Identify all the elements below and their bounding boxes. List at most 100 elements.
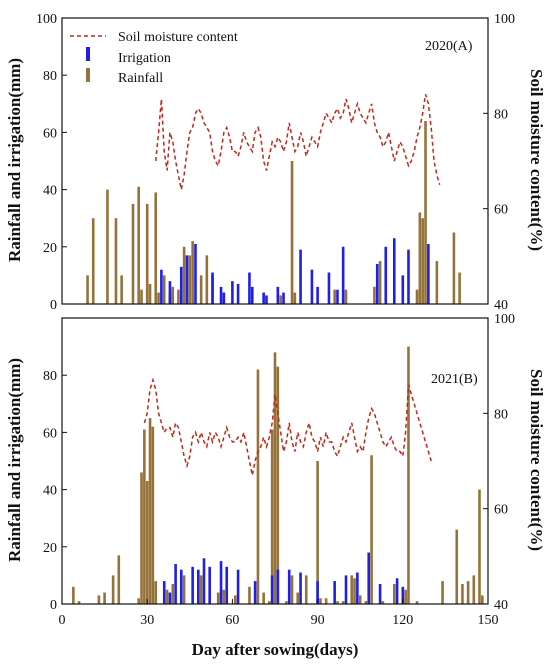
rainfall-bar-2021	[466, 581, 470, 604]
right-tick-label-2021: 80	[494, 407, 508, 422]
rainfall-bar-2021	[77, 601, 81, 604]
irrigation-bar-2020	[310, 269, 314, 304]
irrigation-bar-2021	[316, 581, 319, 604]
irrigation-bar-2021	[356, 572, 359, 604]
panel-label-2021: 2021(B)	[431, 372, 478, 387]
left-tick-label-2020: 40	[43, 184, 57, 199]
soil-moisture-line-2021	[143, 377, 432, 476]
rainfall-bar-2021	[148, 418, 152, 604]
irrigation-bar-2021	[299, 572, 302, 604]
rainfall-bar-2020	[188, 255, 192, 304]
irrigation-bar-2021	[287, 569, 291, 604]
rainfall-bar-2021	[103, 592, 106, 604]
rainfall-bar-2020	[424, 120, 427, 305]
irrigation-bar-2020	[336, 289, 339, 304]
rainfall-bar-2020	[435, 261, 439, 304]
irrigation-bar-2020	[375, 263, 379, 304]
irrigation-bar-2020	[250, 286, 254, 304]
rainfall-bar-2020	[205, 255, 209, 304]
legend-irrigation-swatch	[86, 47, 90, 61]
panel-label-2020: 2020(A)	[425, 39, 473, 54]
right-tick-label-2021: 100	[494, 312, 515, 327]
irrigation-bar-2021	[208, 566, 211, 604]
irrigation-bar-2020	[299, 249, 302, 304]
left-axis-title-2021: Rainfall and irrigation(mm)	[5, 358, 24, 562]
irrigation-bar-2020	[179, 266, 183, 304]
irrigation-bar-2020	[219, 286, 223, 304]
rainfall-bar-2021	[319, 598, 322, 604]
rainfall-bar-2021	[350, 575, 353, 604]
rainfall-bar-2021	[151, 426, 155, 604]
left-tick-label-2021: 0	[50, 598, 57, 613]
rainfall-bar-2021	[336, 601, 339, 604]
irrigation-bar-2021	[202, 558, 206, 604]
rainfall-bar-2021	[222, 589, 226, 604]
rainfall-bar-2020	[120, 275, 123, 304]
legend-rainfall-label: Rainfall	[118, 71, 163, 86]
x-axis-title: Day after sowing(days)	[192, 640, 359, 659]
rainfall-bar-2020	[148, 283, 152, 304]
rainfall-bar-2021	[137, 598, 140, 604]
rainfall-bar-2020	[91, 218, 95, 304]
rainfall-bar-2021	[324, 598, 328, 604]
irrigation-bar-2021	[197, 569, 200, 604]
rainfall-bar-2020	[293, 292, 297, 304]
rainfall-bar-2021	[270, 429, 274, 604]
right-tick-label-2020: 60	[494, 203, 508, 218]
irrigation-bar-2020	[401, 275, 405, 304]
rainfall-bar-2020	[162, 275, 166, 304]
left-tick-label-2020: 60	[43, 126, 57, 141]
rainfall-bar-2021	[364, 601, 368, 604]
x-tick-label: 120	[392, 613, 413, 628]
irrigation-bar-2020	[231, 281, 234, 304]
rainfall-bar-2021	[381, 601, 385, 604]
irrigation-bar-2020	[194, 243, 197, 304]
panel-2021: 40 60 80 100 0 20 40 60 80 0 30 60 90 120 150 2021(B…	[43, 312, 515, 628]
irrigation-bar-2020	[392, 238, 396, 304]
rainfall-bar-2021	[154, 581, 158, 604]
rainfall-bar-2021	[256, 369, 260, 604]
rainfall-bar-2021	[268, 601, 271, 604]
rainfall-bar-2021	[290, 575, 294, 604]
irrigation-bar-2020	[185, 255, 189, 304]
rainfall-bar-2020	[182, 246, 186, 304]
left-tick-label-2021: 60	[43, 426, 57, 441]
rainfall-bar-2021	[370, 455, 373, 604]
irrigation-bar-2021	[236, 569, 240, 604]
rainfall-bar-2020	[333, 289, 336, 304]
left-tick-label-2020: 0	[50, 298, 57, 313]
irrigation-bar-2021	[253, 581, 257, 604]
irrigation-bar-2021	[367, 552, 371, 604]
x-tick-label: 90	[311, 613, 325, 628]
legend-irrigation-label: Irrigation	[118, 51, 171, 66]
right-tick-label-2021: 40	[494, 598, 508, 613]
rainfall-bar-2021	[72, 586, 75, 604]
right-tick-label-2020: 80	[494, 107, 508, 122]
rainfall-bar-2020	[106, 189, 109, 304]
irrigation-bar-2021	[225, 566, 229, 604]
irrigation-bar-2020	[262, 292, 265, 304]
rainfall-bar-2020	[145, 203, 149, 304]
rainfall-bar-2020	[191, 241, 194, 304]
panel-2020: 40 60 80 100 0 20 40 60 80 100 2020(A) Soil mois…	[36, 12, 515, 313]
rainfall-bar-2021	[216, 592, 220, 604]
irrigation-bar-2021	[179, 569, 183, 604]
rainfall-bar-2021	[199, 575, 203, 604]
irrigation-bar-2021	[174, 563, 177, 604]
soil-moisture-line-2020	[154, 94, 441, 190]
plot-frame-2021	[61, 317, 489, 605]
left-tick-label-2020: 20	[43, 241, 57, 256]
rainfall-bar-2021	[481, 595, 484, 604]
irrigation-bar-2021	[162, 581, 166, 604]
left-tick-label-2021: 40	[43, 484, 57, 499]
right-tick-label-2020: 40	[494, 298, 508, 313]
irrigation-bar-2020	[282, 292, 285, 304]
left-tick-label-2021: 20	[43, 541, 57, 556]
irrigation-bar-2020	[384, 246, 388, 304]
rainfall-bar-2021	[117, 555, 121, 604]
rainfall-bar-2021	[478, 489, 481, 604]
rainfall-bar-2021	[97, 595, 101, 604]
rainfall-bar-2021	[353, 578, 356, 604]
left-tick-label-2020: 80	[43, 69, 57, 84]
irrigation-bar-2020	[265, 295, 268, 304]
